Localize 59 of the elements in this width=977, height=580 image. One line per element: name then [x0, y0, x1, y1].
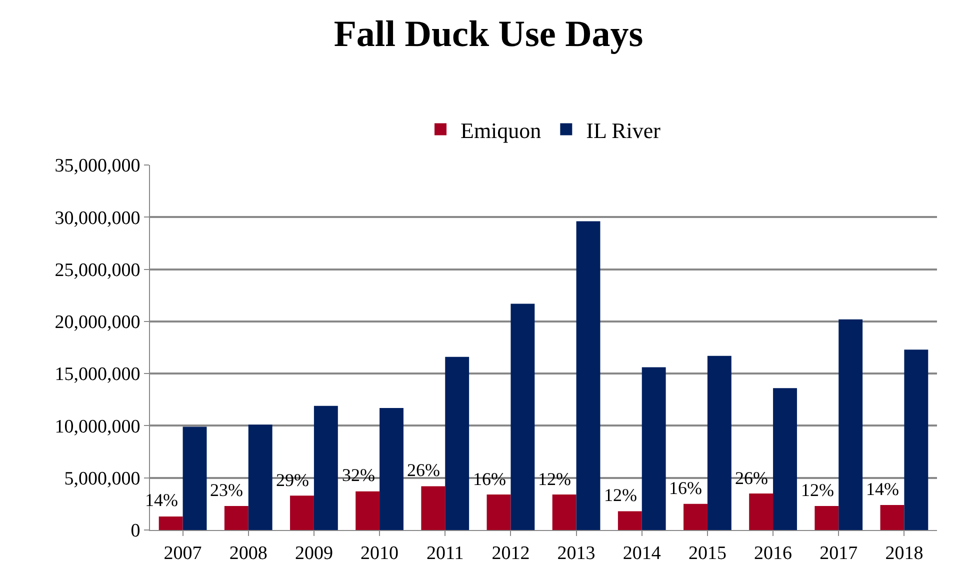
bar: [510, 304, 535, 530]
legend-label: IL River: [586, 118, 662, 143]
bar: [880, 504, 904, 530]
bar: [552, 494, 576, 530]
bar: [356, 491, 380, 530]
bar: [224, 506, 248, 530]
y-tick-label: 5,000,000: [64, 468, 140, 490]
bar: [445, 356, 470, 530]
bar: [749, 494, 774, 530]
x-tick-label: 2009: [294, 542, 333, 564]
y-tick-label: 0: [130, 520, 140, 542]
legend-label: Emiquon: [460, 118, 542, 143]
bar: [838, 319, 863, 530]
annotation: 12%: [801, 480, 834, 500]
annotation: 23%: [210, 480, 243, 500]
bar: [904, 350, 928, 530]
x-tick-label: 2008: [229, 542, 268, 564]
x-tick-label: 2016: [754, 542, 792, 564]
x-tick-label: 2015: [688, 542, 726, 564]
x-tick-label: 2012: [492, 542, 530, 564]
bar: [642, 367, 666, 530]
y-tick-label: 25,000,000: [54, 260, 140, 281]
bar: [618, 511, 642, 530]
annotation: 16%: [473, 469, 506, 489]
x-tick-label: 2018: [885, 542, 924, 564]
bar: [773, 388, 797, 530]
y-tick-label: 20,000,000: [54, 312, 140, 334]
annotation: 14%: [866, 479, 899, 499]
x-tick-label: 2017: [820, 542, 858, 564]
annotation: 12%: [604, 485, 637, 505]
y-tick-label: 35,000,000: [54, 156, 140, 177]
annotation: 26%: [735, 468, 768, 488]
x-tick-label: 2011: [426, 542, 464, 564]
bar: [314, 406, 338, 530]
bar: [248, 424, 272, 530]
bar: [814, 506, 839, 530]
annotation: 14%: [145, 490, 178, 510]
y-tick-label: 15,000,000: [54, 364, 140, 386]
y-tick-label: 10,000,000: [54, 416, 140, 438]
y-tick-label: 30,000,000: [54, 208, 140, 229]
annotation: 29%: [276, 470, 309, 490]
x-tick-label: 2013: [557, 542, 596, 564]
x-tick-label: 2014: [622, 542, 662, 564]
annotation: 12%: [538, 469, 571, 489]
bar: [576, 221, 600, 530]
bar: [684, 504, 708, 530]
bar: [290, 496, 314, 530]
annotation: 16%: [669, 478, 702, 498]
bar: [380, 408, 404, 530]
x-tick-label: 2010: [360, 542, 399, 564]
chart-title: Fall Duck Use Days: [334, 14, 644, 56]
bar: [486, 494, 511, 530]
annotation: 26%: [407, 460, 440, 480]
bar: [182, 426, 207, 530]
annotation: 32%: [342, 465, 375, 485]
x-tick-label: 2007: [164, 542, 202, 564]
bar: [421, 486, 446, 530]
bar: [707, 356, 732, 530]
bar: [158, 516, 183, 530]
